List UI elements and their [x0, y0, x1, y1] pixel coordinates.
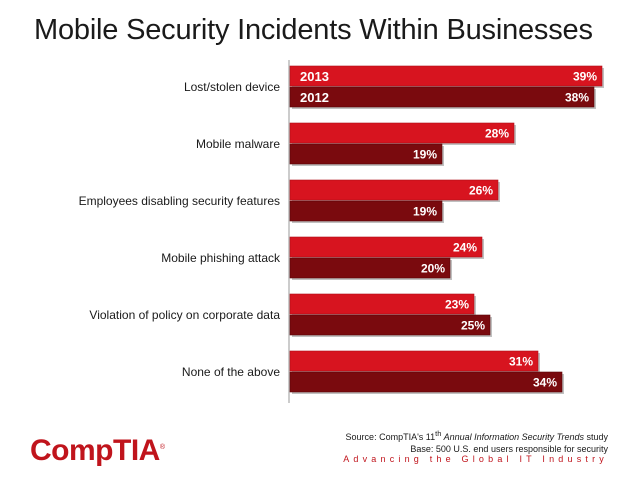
bar-2012 — [289, 86, 595, 108]
bar-2012 — [289, 143, 443, 165]
source-sup: th — [435, 429, 442, 438]
tagline: Advancing the Global IT Industry — [343, 454, 608, 464]
legend-2012: 2012 — [300, 90, 329, 105]
source-line: Source: CompTIA's 11th Annual Informatio… — [346, 428, 608, 443]
bar-2013 — [289, 122, 515, 144]
category-label: Lost/stolen device — [184, 80, 280, 94]
chart-title: Mobile Security Incidents Within Busines… — [34, 14, 593, 46]
value-label: 20% — [421, 262, 445, 276]
category-label: Mobile phishing attack — [161, 251, 281, 265]
source-prefix: Source: CompTIA's 11 — [345, 432, 436, 442]
logo-text: CompTIA — [30, 434, 160, 467]
category-label: Violation of policy on corporate data — [89, 308, 280, 322]
category-label: Mobile malware — [196, 137, 280, 151]
value-label: 19% — [413, 205, 437, 219]
bar-2012 — [289, 257, 451, 279]
bar-2012 — [289, 371, 563, 393]
category-label: Employees disabling security features — [79, 194, 280, 208]
comptia-logo: CompTIA® — [30, 434, 165, 468]
value-label: 28% — [485, 127, 509, 141]
bar-2013 — [289, 350, 539, 372]
bar-2013 — [289, 65, 603, 87]
source-base: Base: 500 U.S. end users responsible for… — [410, 444, 608, 454]
value-label: 24% — [453, 241, 477, 255]
source-italic: Annual Information Security Trends — [441, 432, 584, 442]
value-label: 26% — [469, 184, 493, 198]
category-label: None of the above — [182, 365, 280, 379]
value-label: 23% — [445, 298, 469, 312]
bar-2013 — [289, 293, 475, 315]
value-label: 19% — [413, 148, 437, 162]
bar-2012 — [289, 200, 443, 222]
value-label: 31% — [509, 355, 533, 369]
logo-mark: ® — [159, 444, 165, 451]
source-note: Source: CompTIA's 11th Annual Informatio… — [346, 428, 608, 455]
bar-2012 — [289, 314, 491, 336]
value-label: 39% — [573, 70, 597, 84]
legend-2013: 2013 — [300, 69, 329, 84]
value-label: 38% — [565, 91, 589, 105]
bar-2013 — [289, 236, 483, 258]
bar-2013 — [289, 179, 499, 201]
value-label: 34% — [533, 376, 557, 390]
source-suffix: study — [583, 432, 608, 442]
value-label: 25% — [461, 319, 485, 333]
bar-chart: Lost/stolen device 39% 2013 38% 2012 Mobile m… — [79, 60, 604, 403]
